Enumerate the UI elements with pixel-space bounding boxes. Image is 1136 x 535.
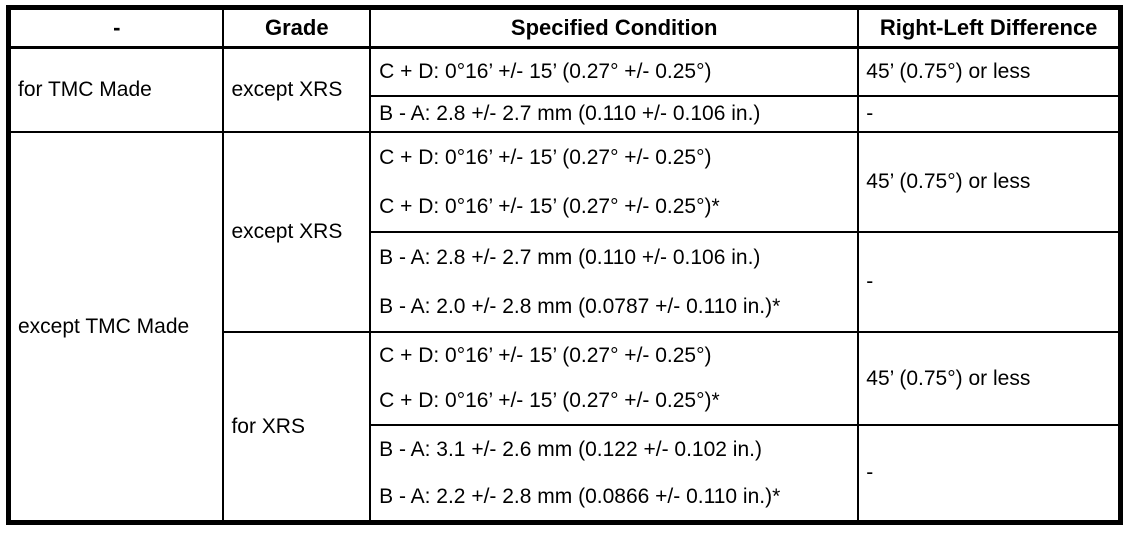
- condition-cell: C + D: 0°16’ +/- 15’ (0.27° +/- 0.25°) C…: [369, 331, 860, 426]
- table-row: for TMC Made except XRS C + D: 0°16’ +/-…: [7, 46, 1122, 133]
- condition-cell: B - A: 2.8 +/- 2.7 mm (0.110 +/- 0.106 i…: [369, 95, 860, 133]
- condition-line: C + D: 0°16’ +/- 15’ (0.27° +/- 0.25°)*: [379, 194, 720, 218]
- condition-line: C + D: 0°16’ +/- 15’ (0.27° +/- 0.25°): [379, 145, 712, 169]
- difference-cell: -: [857, 424, 1122, 524]
- condition-line: B - A: 2.8 +/- 2.7 mm (0.110 +/- 0.106 i…: [379, 245, 761, 269]
- condition-cell: C + D: 0°16’ +/- 15’ (0.27° +/- 0.25°) C…: [369, 131, 860, 233]
- table-row: for XRS C + D: 0°16’ +/- 15’ (0.27° +/- …: [9, 331, 1122, 524]
- table-row: B - A: 2.8 +/- 2.7 mm (0.110 +/- 0.106 i…: [9, 95, 1122, 133]
- header-grade: Grade: [222, 6, 372, 49]
- grade-cell: except XRS: [222, 46, 372, 133]
- condition-line: B - A: 2.8 +/- 2.7 mm (0.110 +/- 0.106 i…: [379, 102, 761, 125]
- table-row: B - A: 3.1 +/- 2.6 mm (0.122 +/- 0.102 i…: [9, 424, 1122, 524]
- condition-cell: B - A: 2.8 +/- 2.7 mm (0.110 +/- 0.106 i…: [369, 231, 860, 333]
- difference-cell: 45’ (0.75°) or less: [857, 131, 1122, 233]
- condition-cell: C + D: 0°16’ +/- 15’ (0.27° +/- 0.25°): [369, 46, 860, 97]
- made-cell-for-tmc: for TMC Made: [7, 46, 225, 133]
- table-row: except TMC Made except XRS C + D: 0°16’ …: [7, 131, 1122, 524]
- condition-cell: B - A: 3.1 +/- 2.6 mm (0.122 +/- 0.102 i…: [369, 424, 860, 524]
- header-dash: -: [7, 6, 225, 49]
- condition-line: B - A: 2.0 +/- 2.8 mm (0.0787 +/- 0.110 …: [379, 294, 781, 318]
- made-cell-except-tmc: except TMC Made: [7, 131, 225, 524]
- condition-line: C + D: 0°16’ +/- 15’ (0.27° +/- 0.25°): [379, 343, 712, 367]
- condition-line: B - A: 3.1 +/- 2.6 mm (0.122 +/- 0.102 i…: [379, 437, 762, 461]
- condition-line: B - A: 2.2 +/- 2.8 mm (0.0866 +/- 0.110 …: [379, 484, 781, 508]
- header-specified-condition: Specified Condition: [369, 6, 860, 49]
- difference-cell: -: [857, 231, 1122, 333]
- specified-condition-table: - Grade Specified Condition Right-Left D…: [6, 5, 1123, 525]
- table-row: B - A: 2.8 +/- 2.7 mm (0.110 +/- 0.106 i…: [9, 231, 1122, 333]
- grade-cell: except XRS: [222, 131, 372, 333]
- condition-line: C + D: 0°16’ +/- 15’ (0.27° +/- 0.25°)*: [379, 389, 720, 413]
- grade-cell: for XRS: [222, 331, 372, 524]
- header-row: - Grade Specified Condition Right-Left D…: [7, 6, 1122, 49]
- condition-line: C + D: 0°16’ +/- 15’ (0.27° +/- 0.25°): [379, 60, 712, 83]
- difference-cell: 45’ (0.75°) or less: [857, 331, 1122, 426]
- header-right-left-difference: Right-Left Difference: [857, 6, 1122, 49]
- difference-cell: 45’ (0.75°) or less: [857, 46, 1122, 97]
- difference-cell: -: [857, 95, 1122, 133]
